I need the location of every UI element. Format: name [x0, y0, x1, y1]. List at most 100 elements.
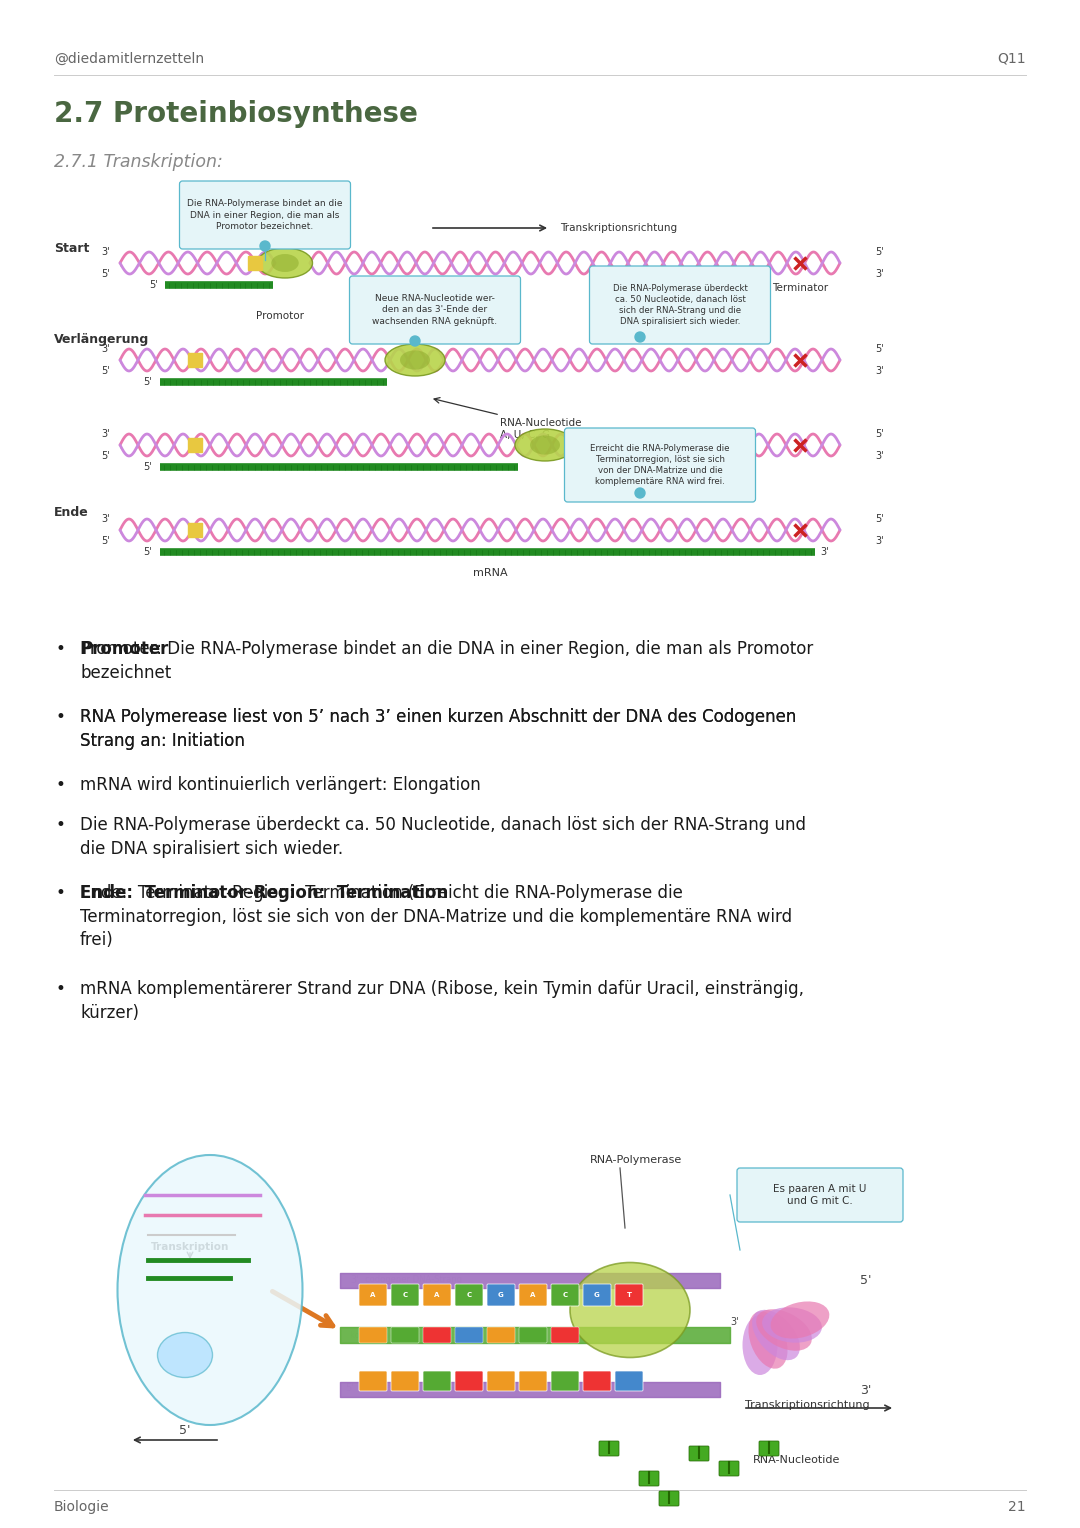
FancyBboxPatch shape	[359, 1371, 387, 1390]
Text: 5': 5'	[345, 1383, 354, 1394]
Text: RNA-Nucleotide
A, U, C, G: RNA-Nucleotide A, U, C, G	[500, 419, 581, 440]
Text: G: G	[594, 1293, 599, 1297]
Ellipse shape	[771, 1302, 829, 1339]
Text: Promoter: Die RNA-Polymerase bindet an die DNA in einer Region, die man als Prom: Promoter: Die RNA-Polymerase bindet an d…	[80, 640, 813, 681]
FancyBboxPatch shape	[551, 1284, 579, 1306]
FancyBboxPatch shape	[179, 180, 351, 249]
FancyBboxPatch shape	[391, 1284, 419, 1306]
Text: 3': 3'	[875, 451, 883, 461]
Text: 5': 5'	[144, 547, 152, 558]
Text: Ende:  Terminator-Region:  Termination (Erreicht die RNA-Polymerase die
Terminat: Ende: Terminator-Region: Termination (Er…	[80, 885, 792, 949]
Text: komplementärer DNA-Strang: komplementärer DNA-Strang	[360, 1383, 482, 1392]
FancyBboxPatch shape	[519, 1284, 546, 1306]
Ellipse shape	[743, 1316, 778, 1375]
Text: 5': 5'	[179, 1424, 191, 1436]
Text: 3': 3'	[102, 344, 110, 354]
Text: T: T	[626, 1293, 632, 1297]
Text: 5': 5'	[144, 461, 152, 472]
Circle shape	[260, 241, 270, 251]
FancyBboxPatch shape	[487, 1371, 515, 1390]
Text: Terminator: Terminator	[772, 283, 828, 293]
FancyBboxPatch shape	[737, 1167, 903, 1222]
Text: •: •	[56, 979, 66, 998]
FancyBboxPatch shape	[455, 1371, 483, 1390]
Text: 5': 5'	[875, 248, 883, 257]
Text: 5': 5'	[144, 377, 152, 387]
Text: 5': 5'	[102, 536, 110, 545]
Ellipse shape	[570, 1262, 690, 1357]
FancyBboxPatch shape	[455, 1284, 483, 1306]
Text: Q11: Q11	[997, 52, 1026, 66]
Text: RNA-Polymerase: RNA-Polymerase	[590, 1155, 683, 1164]
FancyBboxPatch shape	[350, 277, 521, 344]
Text: 5': 5'	[149, 280, 158, 290]
Text: 21: 21	[1009, 1500, 1026, 1514]
Text: Verlängerung: Verlängerung	[54, 333, 149, 347]
Text: Die RNA-Polymerase überdeckt ca. 50 Nucleotide, danach löst sich der RNA-Strang : Die RNA-Polymerase überdeckt ca. 50 Nucl…	[80, 816, 806, 857]
Text: G: G	[498, 1293, 504, 1297]
Text: 5': 5'	[860, 1273, 872, 1287]
FancyBboxPatch shape	[615, 1284, 643, 1306]
Ellipse shape	[752, 1309, 800, 1360]
FancyBboxPatch shape	[659, 1491, 679, 1507]
Text: C: C	[467, 1293, 472, 1297]
FancyBboxPatch shape	[519, 1326, 546, 1343]
FancyBboxPatch shape	[423, 1371, 451, 1390]
Text: 2.7 Proteinbiosynthese: 2.7 Proteinbiosynthese	[54, 99, 418, 128]
Ellipse shape	[158, 1332, 213, 1378]
FancyBboxPatch shape	[391, 1371, 419, 1390]
Text: 5': 5'	[875, 344, 883, 354]
Text: Die RNA-Polymerase bindet an die
DNA in einer Region, die man als
Promotor bezei: Die RNA-Polymerase bindet an die DNA in …	[187, 199, 342, 231]
Text: •: •	[56, 885, 66, 902]
Text: Transkription: Transkription	[151, 1242, 229, 1251]
Text: 3': 3'	[820, 547, 828, 558]
Text: Promoter: Promoter	[80, 640, 168, 659]
Text: 3': 3'	[350, 1274, 359, 1285]
Text: 3': 3'	[875, 269, 883, 280]
FancyBboxPatch shape	[639, 1471, 659, 1487]
Ellipse shape	[118, 1155, 302, 1426]
Text: A: A	[434, 1293, 440, 1297]
Text: Transkriptionsrichtung: Transkriptionsrichtung	[745, 1400, 869, 1410]
Text: komplementärer mRNA-Strang: komplementärer mRNA-Strang	[350, 1331, 480, 1340]
Ellipse shape	[530, 435, 561, 455]
Text: RNA Polymerease liest von 5’ nach 3’ einen kurzen Abschnitt der DNA des Codogene: RNA Polymerease liest von 5’ nach 3’ ein…	[80, 707, 796, 750]
Text: C: C	[563, 1293, 568, 1297]
Text: mRNA komplementärerer Strand zur DNA (Ribose, kein Tymin dafür Uracil, einsträng: mRNA komplementärerer Strand zur DNA (Ri…	[80, 979, 804, 1022]
Text: 5': 5'	[102, 269, 110, 280]
FancyBboxPatch shape	[551, 1371, 579, 1390]
Text: •: •	[56, 776, 66, 795]
Text: Es paaren A mit U
und G mit C.: Es paaren A mit U und G mit C.	[773, 1184, 866, 1206]
Text: mRNA wird kontinuierlich verlängert: Elongation: mRNA wird kontinuierlich verlängert: Elo…	[80, 776, 481, 795]
Text: 2.7.1 Transkription:: 2.7.1 Transkription:	[54, 153, 222, 171]
Text: Start: Start	[54, 241, 90, 255]
FancyBboxPatch shape	[423, 1326, 451, 1343]
FancyBboxPatch shape	[689, 1445, 708, 1461]
Text: Transkriptionsrichtung: Transkriptionsrichtung	[561, 223, 677, 232]
Ellipse shape	[515, 429, 575, 461]
Text: codogener Strang: codogener Strang	[368, 319, 462, 330]
Text: Erreicht die RNA-Polymerase die
Terminatorregion, löst sie sich
von der DNA-Matr: Erreicht die RNA-Polymerase die Terminat…	[591, 443, 730, 486]
Text: mRNA: mRNA	[473, 568, 508, 578]
FancyBboxPatch shape	[565, 428, 756, 503]
Text: 3': 3'	[875, 536, 883, 545]
Ellipse shape	[400, 350, 430, 370]
FancyBboxPatch shape	[759, 1441, 779, 1456]
Text: •: •	[56, 816, 66, 834]
Ellipse shape	[257, 248, 312, 278]
Text: A: A	[370, 1293, 376, 1297]
Text: 5': 5'	[875, 429, 883, 439]
FancyBboxPatch shape	[519, 1371, 546, 1390]
Text: Die RNA-Polymerase überdeckt
ca. 50 Nucleotide, danach löst
sich der RNA-Strang : Die RNA-Polymerase überdeckt ca. 50 Nucl…	[612, 284, 747, 325]
Text: •: •	[56, 707, 66, 726]
Text: RNA Polymerease liest von 5’ nach 3’ einen kurzen Abschnitt der DNA des Codogene: RNA Polymerease liest von 5’ nach 3’ ein…	[80, 707, 796, 750]
Text: Neue RNA-Nucleotide wer-
den an das 3'-Ende der
wachsenden RNA geknüpft.: Neue RNA-Nucleotide wer- den an das 3'-E…	[373, 295, 498, 325]
FancyBboxPatch shape	[391, 1326, 419, 1343]
Text: Ende: Ende	[54, 506, 89, 518]
Circle shape	[410, 336, 420, 345]
Text: 3': 3'	[730, 1317, 739, 1326]
FancyBboxPatch shape	[359, 1284, 387, 1306]
Ellipse shape	[384, 344, 445, 376]
FancyBboxPatch shape	[487, 1284, 515, 1306]
FancyBboxPatch shape	[615, 1371, 643, 1390]
